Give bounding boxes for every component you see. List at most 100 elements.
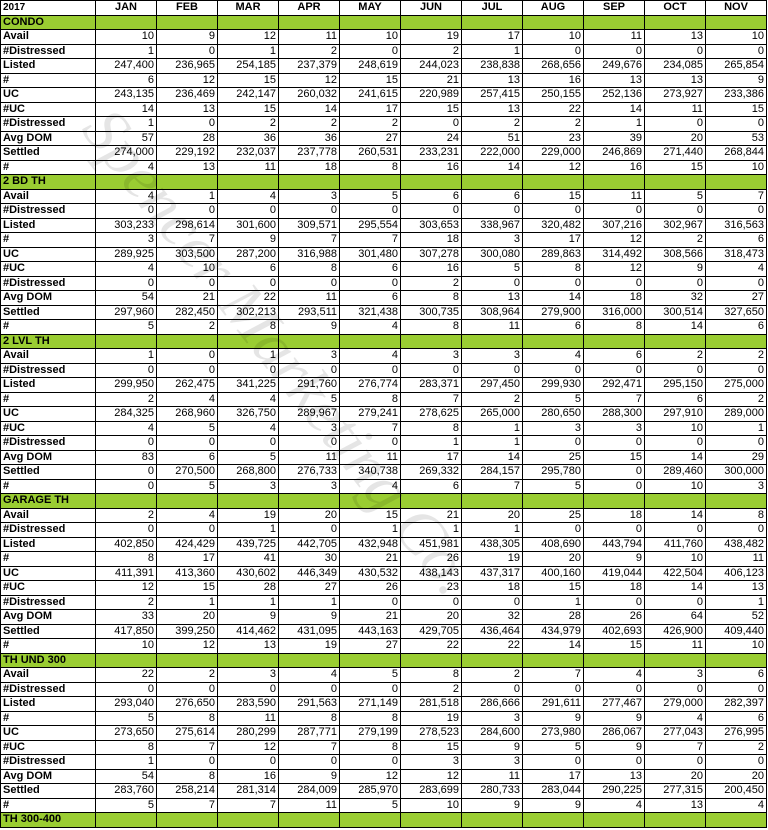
data-row: #UC 8 7 12 7 8 15 9 5 9 7 2	[0, 739, 767, 755]
cell: 10	[522, 29, 584, 45]
cell: 411,760	[644, 536, 706, 552]
cell: 300,735	[400, 304, 462, 320]
cell: 11	[644, 101, 706, 117]
cell: 2	[400, 43, 462, 59]
cell: 0	[522, 203, 584, 219]
cell: 1	[217, 594, 279, 610]
cell: 0	[339, 43, 401, 59]
cell: 3	[461, 754, 523, 770]
cell: 8	[339, 739, 401, 755]
cell: 298,614	[156, 217, 218, 233]
cell: 279,241	[339, 406, 401, 422]
cell: 8	[278, 261, 340, 277]
cell: 269,332	[400, 464, 462, 480]
cell: 11	[217, 710, 279, 726]
cell: 0	[644, 522, 706, 538]
cell: 13	[156, 159, 218, 175]
cell: 281,314	[217, 783, 279, 799]
section-fill	[705, 493, 767, 509]
cell: 7	[217, 797, 279, 813]
cell: 18	[583, 290, 645, 306]
cell: 8	[400, 319, 462, 335]
cell: 27	[339, 638, 401, 654]
cell: 0	[95, 275, 157, 291]
cell: 0	[644, 43, 706, 59]
cell: 288,300	[583, 406, 645, 422]
data-row: #Distressed 0 0 1 0 1 1 1 0 0 0 0	[0, 522, 767, 538]
cell: 5	[95, 797, 157, 813]
cell: 3	[278, 188, 340, 204]
section-fill	[400, 333, 462, 349]
cell: 4	[522, 348, 584, 364]
cell: 0	[644, 754, 706, 770]
cell: 21	[156, 290, 218, 306]
cell: 0	[583, 43, 645, 59]
cell: 17	[522, 232, 584, 248]
cell: 283,044	[522, 783, 584, 799]
cell: 7	[400, 391, 462, 407]
cell: 309,571	[278, 217, 340, 233]
cell: 238,838	[461, 58, 523, 74]
cell: 281,518	[400, 696, 462, 712]
row-label: Avg DOM	[0, 449, 96, 465]
cell: 411,391	[95, 565, 157, 581]
cell: 0	[278, 435, 340, 451]
row-label: UC	[0, 406, 96, 422]
cell: 5	[522, 739, 584, 755]
section-fill	[522, 652, 584, 668]
cell: 0	[339, 681, 401, 697]
cell: 327,650	[705, 304, 767, 320]
section-fill	[156, 652, 218, 668]
section-name: GARAGE TH	[0, 493, 96, 509]
section-fill	[522, 14, 584, 30]
section-fill	[644, 14, 706, 30]
row-label: Listed	[0, 696, 96, 712]
row-label: #Distressed	[0, 203, 96, 219]
cell: 442,705	[278, 536, 340, 552]
cell: 308,566	[644, 246, 706, 262]
cell: 316,000	[583, 304, 645, 320]
cell: 291,563	[278, 696, 340, 712]
data-row: Listed 303,233 298,614 301,600 309,571 295,55…	[0, 217, 767, 233]
cell: 273,650	[95, 725, 157, 741]
cell: 414,462	[217, 623, 279, 639]
cell: 2	[339, 116, 401, 132]
cell: 2	[400, 681, 462, 697]
cell: 4	[339, 478, 401, 494]
row-label: #Distressed	[0, 362, 96, 378]
cell: 277,467	[583, 696, 645, 712]
cell: 11	[583, 29, 645, 45]
cell: 0	[583, 464, 645, 480]
cell: 83	[95, 449, 157, 465]
cell: 52	[705, 609, 767, 625]
cell: 0	[644, 203, 706, 219]
row-label: Avg DOM	[0, 768, 96, 784]
cell: 402,693	[583, 623, 645, 639]
cell: 26	[339, 580, 401, 596]
cell: 431,095	[278, 623, 340, 639]
cell: 4	[217, 391, 279, 407]
cell: 9	[644, 261, 706, 277]
cell: 284,157	[461, 464, 523, 480]
cell: 14	[461, 449, 523, 465]
cell: 5	[278, 391, 340, 407]
cell: 25	[522, 449, 584, 465]
cell: 0	[156, 362, 218, 378]
cell: 220,989	[400, 87, 462, 103]
cell: 3	[217, 478, 279, 494]
cell: 5	[95, 710, 157, 726]
data-row: #3 7 9 7 7 18 3 17 12 2 6	[0, 232, 767, 248]
section-fill	[95, 174, 157, 190]
cell: 252,136	[583, 87, 645, 103]
cell: 8	[278, 710, 340, 726]
cell: 4	[156, 391, 218, 407]
cell: 22	[95, 667, 157, 683]
cell: 0	[705, 362, 767, 378]
row-label: Avg DOM	[0, 130, 96, 146]
cell: 399,250	[156, 623, 218, 639]
cell: 21	[400, 507, 462, 523]
cell: 10	[705, 29, 767, 45]
cell: 247,400	[95, 58, 157, 74]
cell: 283,760	[95, 783, 157, 799]
